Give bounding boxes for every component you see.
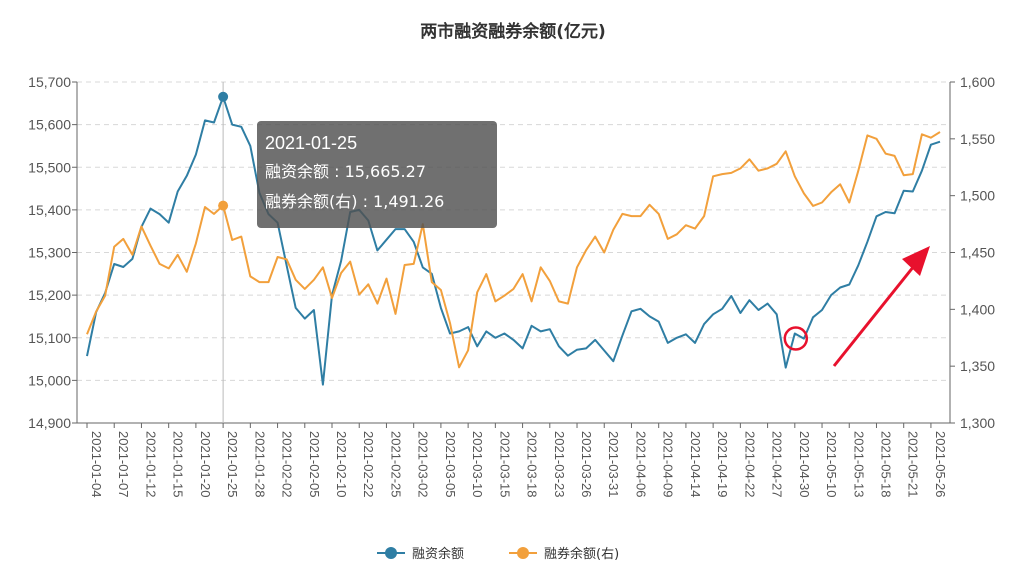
- x-tick-label: 2021-02-25: [388, 431, 403, 498]
- x-tick-label: 2021-03-23: [552, 431, 567, 498]
- y-left-tick-label: 14,900: [28, 415, 71, 431]
- x-tick-label: 2021-03-26: [579, 431, 594, 498]
- x-tick-label: 2021-04-19: [715, 431, 730, 498]
- x-tick-label: 2021-05-18: [878, 431, 893, 498]
- y-right-tick-label: 1,500: [960, 188, 995, 204]
- legend-marker-securities-lending: [517, 547, 529, 559]
- y-left-tick-label: 15,300: [28, 245, 71, 261]
- x-tick-label: 2021-01-04: [89, 431, 104, 498]
- annotation-arrow-shaft: [832, 260, 920, 367]
- x-tick-label: 2021-01-20: [198, 431, 213, 498]
- series-layer: [86, 82, 941, 423]
- annotation-layer: [783, 246, 930, 367]
- annotation-circle: [783, 326, 809, 351]
- securities-lending-balance-line: [86, 131, 941, 369]
- x-tick-label: 2021-01-07: [116, 431, 131, 498]
- legend-label-securities-lending: 融券余额(右): [544, 546, 619, 562]
- x-tick-label: 2021-02-10: [334, 431, 349, 498]
- financing-highlight-point: [218, 91, 229, 102]
- y-left-tick-label: 15,500: [28, 159, 71, 175]
- x-tick-label: 2021-01-25: [225, 431, 240, 498]
- y-right-tick-label: 1,600: [960, 74, 995, 90]
- y-right-tick-label: 1,550: [960, 131, 995, 147]
- x-tick-label: 2021-04-30: [797, 431, 812, 498]
- y-left-tick-label: 15,000: [28, 372, 71, 388]
- securities-lending-highlight-point: [218, 200, 229, 211]
- x-tick-label: 2021-05-10: [824, 431, 839, 498]
- x-tick-label: 2021-02-02: [280, 431, 295, 498]
- legend[interactable]: 融资余额 融券余额(右): [377, 546, 619, 562]
- legend-marker-financing: [385, 547, 397, 559]
- x-tick-label: 2021-03-05: [443, 431, 458, 498]
- annotation-arrow-head: [902, 246, 930, 276]
- x-tick-label: 2021-02-05: [307, 431, 322, 498]
- x-tick-label: 2021-03-10: [470, 431, 485, 498]
- x-tick-label: 2021-01-12: [143, 431, 158, 498]
- x-tick-label: 2021-01-15: [171, 431, 186, 498]
- x-tick-label: 2021-03-15: [497, 431, 512, 498]
- axis-layer: 14,900 15,000 15,100 15,200 15,300 15,400 15,5…: [28, 74, 995, 498]
- y-right-tick-label: 1,400: [960, 301, 995, 317]
- x-tick-label: 2021-04-27: [770, 431, 785, 498]
- y-right-tick-label: 1,350: [960, 358, 995, 374]
- y-right-tick-label: 1,450: [960, 245, 995, 261]
- x-tick-label: 2021-04-22: [742, 431, 757, 498]
- x-tick-label: 2021-03-18: [525, 431, 540, 498]
- financing-balance-line: [86, 95, 941, 386]
- legend-label-financing: 融资余额: [412, 546, 464, 562]
- x-tick-label: 2021-03-02: [416, 431, 431, 498]
- x-tick-label: 2021-05-13: [851, 431, 866, 498]
- x-tick-label: 2021-02-22: [361, 431, 376, 498]
- x-tick-label: 2021-03-31: [606, 431, 621, 498]
- legend-item-financing[interactable]: 融资余额: [377, 546, 464, 562]
- grid-layer: [77, 81, 950, 424]
- y-left-tick-label: 15,200: [28, 287, 71, 303]
- legend-item-securities-lending[interactable]: 融券余额(右): [509, 546, 619, 562]
- tooltip: 2021-01-25 融资余额 : 15,665.27 融券余额(右) : 1,…: [257, 121, 497, 228]
- y-left-tick-label: 15,700: [28, 74, 71, 90]
- y-left-tick-label: 15,600: [28, 117, 71, 133]
- chart-title: 两市融资融券余额(亿元): [420, 21, 606, 42]
- x-tick-label: 2021-01-28: [252, 431, 267, 498]
- y-right-tick-label: 1,300: [960, 415, 995, 431]
- x-tick-label: 2021-04-06: [633, 431, 648, 498]
- tooltip-securities-lending: 融券余额(右) : 1,491.26: [265, 192, 445, 211]
- y-left-tick-label: 15,400: [28, 202, 71, 218]
- tooltip-date: 2021-01-25: [265, 133, 358, 153]
- x-tick-label: 2021-05-21: [906, 431, 921, 498]
- tooltip-financing: 融资余额 : 15,665.27: [265, 162, 426, 181]
- x-tick-label: 2021-05-26: [933, 431, 948, 498]
- x-tick-label: 2021-04-09: [661, 431, 676, 498]
- x-tick-label: 2021-04-14: [688, 431, 703, 498]
- y-left-tick-label: 15,100: [28, 330, 71, 346]
